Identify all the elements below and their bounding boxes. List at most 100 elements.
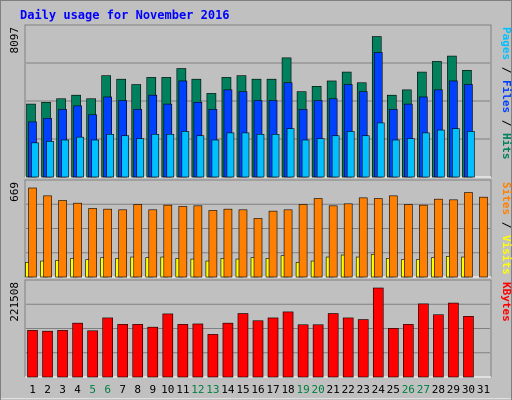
bar-pages [437, 129, 445, 178]
bar-pages [46, 141, 54, 178]
bar-sites [434, 198, 443, 278]
bar-kbytes [297, 324, 309, 378]
bar-kbytes [463, 316, 474, 378]
bar-pages [301, 139, 310, 178]
bar-kbytes [177, 324, 189, 378]
bar-pages [452, 128, 460, 178]
bar-pages [256, 134, 265, 178]
x-tick-label: 29 [447, 383, 460, 396]
x-tick-label: 8 [134, 383, 141, 396]
bar-kbytes [387, 328, 399, 378]
bar-kbytes [418, 303, 429, 378]
bar-kbytes [327, 313, 339, 378]
bar-sites [298, 204, 308, 278]
x-tick-label: 6 [104, 383, 111, 396]
panel-hits-files-pages: 8097 Pages / Files / Hits [8, 24, 512, 178]
x-tick-label: 17 [266, 383, 279, 396]
bar-kbytes [87, 330, 98, 378]
x-tick-label: 9 [149, 383, 156, 396]
bar-pages [136, 138, 145, 178]
x-tick-label: 5 [89, 383, 96, 396]
bar-pages [286, 128, 295, 178]
x-tick-label: 22 [342, 383, 355, 396]
x-tick-label: 18 [281, 383, 294, 396]
bar-kbytes [312, 324, 324, 378]
legend-part: Sites [500, 182, 512, 215]
bar-kbytes [222, 322, 234, 378]
x-tick-label: 24 [372, 383, 386, 396]
bar-kbytes [42, 330, 53, 378]
bar-sites [58, 200, 67, 278]
x-axis-day-labels: 1 2 3 4 5 6 7 8 9 10 11 12 13 14 15 16 17 18 19 20 21 22 23 24 2… [29, 383, 490, 396]
bar-pages [271, 134, 280, 178]
bar-sites [419, 204, 428, 278]
bar-pages [376, 122, 385, 178]
x-tick-label: 11 [176, 383, 189, 396]
x-tick-label: 16 [251, 383, 264, 396]
bar-pages [31, 142, 39, 178]
bar-sites [253, 218, 263, 278]
bar-pages [361, 135, 370, 178]
x-tick-label: 30 [462, 383, 475, 396]
legend-part: / [500, 113, 512, 133]
bar-sites [148, 209, 158, 278]
bars [26, 36, 475, 178]
bar-kbytes [357, 319, 369, 378]
legend-part: Pages [500, 27, 512, 60]
bar-kbytes [252, 320, 264, 378]
x-tick-label: 1 [29, 383, 36, 396]
bar-sites [163, 204, 173, 278]
x-tick-label: 7 [119, 383, 126, 396]
bar-kbytes [342, 317, 354, 378]
bar-sites [238, 209, 248, 278]
bar-sites [73, 202, 82, 278]
bar-sites [103, 208, 112, 278]
bar-sites [373, 198, 383, 278]
bar-kbytes [282, 311, 294, 378]
legend-part: Visits [500, 235, 512, 275]
bar-kbytes [403, 324, 414, 378]
bar-sites [133, 204, 143, 278]
bar-pages [76, 136, 84, 178]
bar-sites [178, 206, 188, 278]
bar-pages [91, 139, 99, 178]
bar-sites [28, 187, 37, 278]
x-tick-label: 31 [477, 383, 490, 396]
bar-sites [208, 210, 218, 278]
y-max-label: 221508 [8, 282, 21, 322]
x-tick-label: 19 [296, 383, 309, 396]
bar-kbytes [433, 314, 444, 378]
legend-label: KBytes [500, 282, 512, 322]
bar-kbytes [72, 322, 83, 378]
x-tick-label: 2 [44, 383, 51, 396]
bar-pages [241, 132, 250, 178]
bar-sites [449, 199, 458, 278]
legend-part: Hits [500, 133, 512, 160]
bar-sites [343, 203, 353, 278]
bar-pages [151, 134, 160, 178]
bar-kbytes [57, 330, 68, 378]
x-tick-label: 21 [327, 383, 340, 396]
bar-pages [121, 135, 130, 178]
bar-pages [316, 138, 325, 178]
bar-kbytes [192, 323, 204, 378]
bar-sites [88, 208, 97, 278]
bar-pages [346, 131, 355, 178]
bar-pages [106, 134, 114, 178]
bar-pages [61, 139, 69, 178]
y-max-label: 669 [8, 182, 21, 202]
bar-sites [43, 195, 52, 278]
legend-part: KBytes [500, 282, 512, 322]
bar-kbytes [117, 324, 129, 378]
chart-title: Daily usage for November 2016 [20, 8, 230, 22]
bar-pages [211, 139, 220, 178]
bar-pages [166, 134, 175, 178]
bar-pages [196, 135, 205, 178]
x-tick-label: 15 [236, 383, 249, 396]
bar-sites [283, 209, 293, 278]
legend-part: Files [500, 80, 512, 113]
bars [27, 287, 474, 378]
bar-sites [464, 192, 473, 278]
bar-sites [404, 204, 413, 278]
